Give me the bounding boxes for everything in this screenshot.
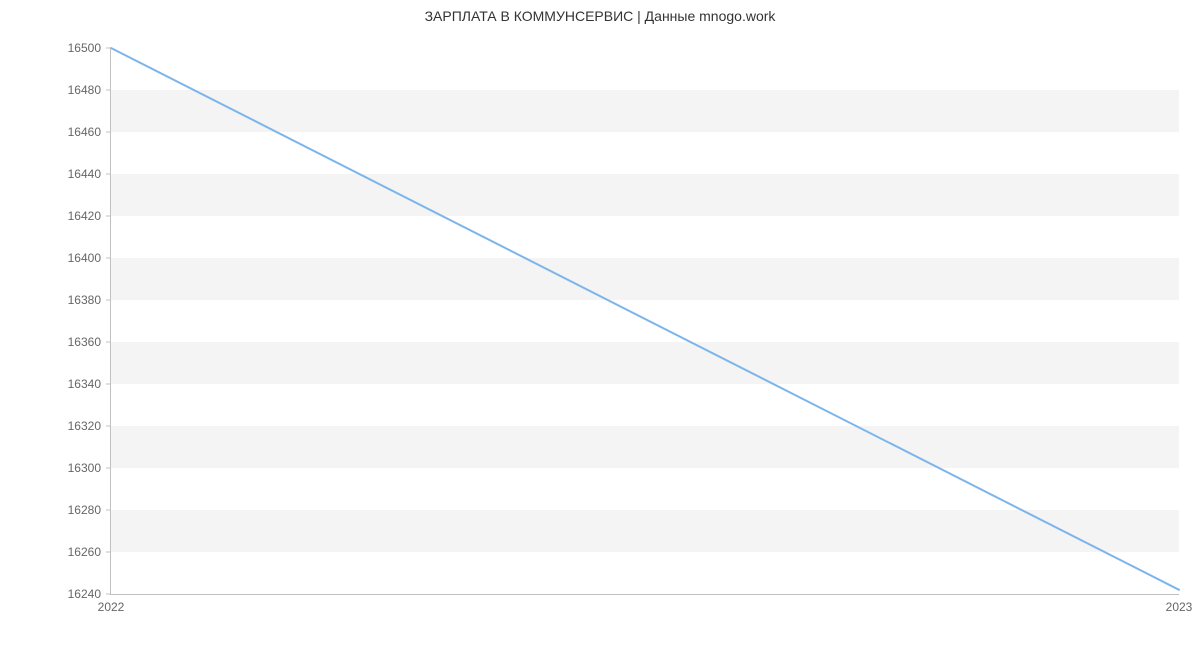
- y-tick-mark: [106, 594, 111, 595]
- y-tick-mark: [106, 468, 111, 469]
- y-tick-mark: [106, 90, 111, 91]
- y-tick-label: 16480: [51, 83, 101, 97]
- y-tick-label: 16340: [51, 377, 101, 391]
- x-tick-label: 2023: [1166, 600, 1193, 614]
- y-tick-label: 16500: [51, 41, 101, 55]
- y-tick-mark: [106, 258, 111, 259]
- salary-line-chart: ЗАРПЛАТА В КОММУНСЕРВИС | Данные mnogo.w…: [0, 0, 1200, 650]
- y-tick-label: 16300: [51, 461, 101, 475]
- y-tick-mark: [106, 426, 111, 427]
- y-tick-mark: [106, 510, 111, 511]
- y-tick-mark: [106, 384, 111, 385]
- y-tick-mark: [106, 48, 111, 49]
- y-tick-label: 16260: [51, 545, 101, 559]
- y-tick-label: 16240: [51, 587, 101, 601]
- y-tick-label: 16320: [51, 419, 101, 433]
- y-tick-mark: [106, 300, 111, 301]
- y-tick-mark: [106, 552, 111, 553]
- plot-area: 1624016260162801630016320163401636016380…: [110, 48, 1179, 595]
- y-tick-mark: [106, 216, 111, 217]
- x-tick-label: 2022: [98, 600, 125, 614]
- y-tick-label: 16440: [51, 167, 101, 181]
- y-tick-label: 16360: [51, 335, 101, 349]
- y-tick-mark: [106, 342, 111, 343]
- chart-title: ЗАРПЛАТА В КОММУНСЕРВИС | Данные mnogo.w…: [0, 8, 1200, 24]
- y-tick-label: 16380: [51, 293, 101, 307]
- y-tick-label: 16420: [51, 209, 101, 223]
- y-tick-label: 16400: [51, 251, 101, 265]
- y-tick-label: 16460: [51, 125, 101, 139]
- y-tick-mark: [106, 132, 111, 133]
- y-tick-label: 16280: [51, 503, 101, 517]
- y-tick-mark: [106, 174, 111, 175]
- line-series: [111, 48, 1179, 594]
